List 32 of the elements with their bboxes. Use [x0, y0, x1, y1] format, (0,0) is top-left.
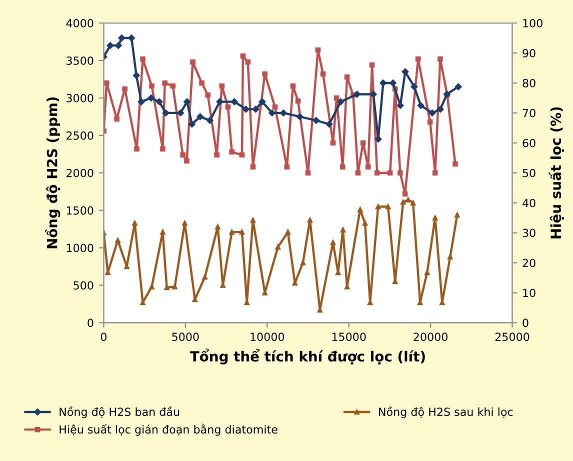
y-tick-label: 2500 [66, 131, 94, 140]
y2-tick-label: 50 [522, 168, 536, 178]
x-tick-label: 15000 [332, 332, 366, 342]
y2-tick-label: 100 [523, 19, 542, 28]
x-tick-label: 20000 [414, 332, 448, 342]
y2-tick-label: 90 [522, 48, 536, 58]
y-tick-label: 3000 [66, 94, 94, 102]
y-tick-label: 3500 [66, 56, 94, 65]
y2-tick-label: 10 [523, 288, 536, 298]
x-tick-label: 5000 [172, 332, 199, 342]
y-tick-label: 2000 [66, 168, 94, 178]
y-tick-label: 0 [88, 318, 94, 328]
y-tick-label: 4000 [66, 19, 94, 28]
x-axis-title: Tổng thể tích khí được lọc (lít) [190, 348, 425, 364]
y2-tick-label: 40 [522, 198, 536, 208]
legend-label: Hiệu suất lọc gián đoạn bằng diatomite [60, 424, 278, 436]
y-tick-label: 1500 [66, 206, 94, 215]
y2-axis-title: Hiệu suất lọc (%) [548, 107, 564, 238]
y-axis-title: Nồng độ H2S (ppm) [45, 97, 60, 248]
legend-label: Nồng độ H2S ban đầu [60, 406, 180, 418]
y2-tick-label: 30 [522, 228, 536, 238]
y2-tick-label: 0 [522, 318, 528, 328]
x-tick-label: 0 [100, 332, 107, 342]
y-tick-label: 1000 [66, 244, 94, 252]
y2-tick-label: 70 [522, 108, 536, 118]
y2-tick-label: 80 [522, 78, 536, 88]
x-tick-label: 25000 [495, 332, 530, 342]
x-tick-label: 10000 [250, 332, 284, 342]
y2-tick-label: 20 [522, 258, 536, 268]
y-tick-label: 500 [74, 281, 94, 290]
y2-tick-label: 60 [522, 138, 536, 148]
legend-label: Nồng độ H2S sau khi lọc [379, 406, 513, 418]
